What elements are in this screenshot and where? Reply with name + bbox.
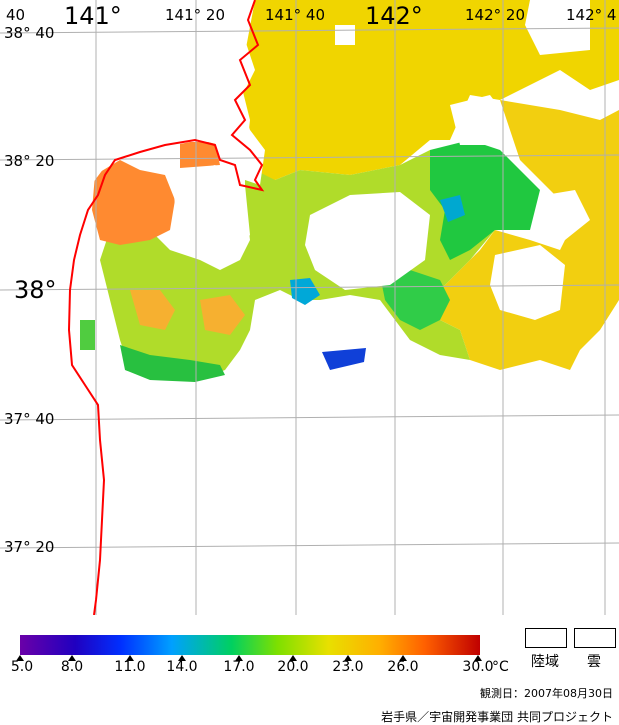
cloud-south-main (96, 360, 619, 615)
sst-region-orange-patch-a (130, 290, 175, 330)
sea-surface-temperature-map: 40 141° 141° 20 141° 40 142° 142° 20 142… (0, 0, 619, 615)
sst-region-cyan-b (440, 195, 465, 222)
lat-label-37-20: 37° 20 (4, 538, 55, 556)
lon-label-142-40: 142° 4 (566, 6, 617, 24)
land-key-swatch (525, 628, 567, 648)
scale-label: 26.0 (387, 659, 419, 675)
sst-region-green-central (380, 270, 450, 330)
scale-tick (178, 655, 186, 661)
scale-label: 23.0 (332, 659, 364, 675)
sst-region-orange-patch-b (200, 295, 245, 335)
scale-label: 8.0 (60, 659, 84, 675)
sst-region-orange-northwest (180, 142, 220, 168)
scale-tick (126, 655, 134, 661)
sst-region-cyan-a (290, 278, 320, 305)
cloud-east (490, 245, 565, 320)
coastline (67, 0, 265, 615)
scale-tick (474, 655, 482, 661)
cloud-east-b (545, 190, 590, 240)
scale-tick (399, 655, 407, 661)
lon-label-141: 141° (64, 2, 122, 30)
temperature-colorbar (20, 635, 480, 655)
lat-label-38: 38° (14, 276, 57, 304)
scale-label: 11.0 (114, 659, 146, 675)
sst-region-yellow-east (430, 100, 619, 370)
sst-region-green-west (120, 345, 225, 382)
observation-date: 観測日：2007年08月30日 (480, 687, 613, 700)
cloud-key-label: 雲 (587, 654, 601, 670)
scale-tick (68, 655, 76, 661)
cloud-central (305, 192, 430, 290)
cloud-north-b (335, 25, 355, 45)
lat-label-37-40: 37° 40 (4, 410, 55, 428)
scale-label: 17.0 (223, 659, 255, 675)
scale-label: 14.0 (166, 659, 198, 675)
lon-label-141-20: 141° 20 (165, 6, 225, 24)
sst-region-green-east (430, 140, 540, 260)
scale-label: 30.0 (462, 659, 494, 675)
scale-tick (16, 655, 24, 661)
sst-region-green-south-e (80, 320, 95, 350)
scale-tick (344, 655, 352, 661)
scale-label: 20.0 (277, 659, 309, 675)
land-area (0, 0, 265, 615)
scale-tick (289, 655, 297, 661)
sst-region-yellow-north (240, 0, 619, 190)
graticule (0, 0, 619, 615)
scale-unit: °C (492, 659, 509, 675)
cloud-northeast (450, 95, 505, 145)
sst-region-blue-a (322, 348, 366, 370)
credit-text: 岩手県／宇宙開発事業団 共同プロジェクト (381, 710, 613, 724)
cloud-key-swatch (574, 628, 616, 648)
sst-region-orange-west (92, 160, 175, 245)
lat-label-38-40: 38° 40 (4, 24, 55, 42)
cloud-north-a (525, 0, 590, 55)
scale-tick (235, 655, 243, 661)
lon-label-142: 142° (365, 2, 423, 30)
legend: 5.0 8.0 11.0 14.0 17.0 20.0 23.0 26.0 30… (0, 615, 619, 725)
lon-label-142-20: 142° 20 (465, 6, 525, 24)
scale-label: 5.0 (10, 659, 34, 675)
land-key-label: 陸域 (531, 654, 559, 670)
lat-label-38-20: 38° 20 (4, 152, 55, 170)
cloud-areas (96, 0, 619, 615)
cloud-west (172, 165, 250, 260)
map-canvas (0, 0, 619, 615)
corner-label: 40 (6, 6, 26, 24)
lon-label-141-40: 141° 40 (265, 6, 325, 24)
